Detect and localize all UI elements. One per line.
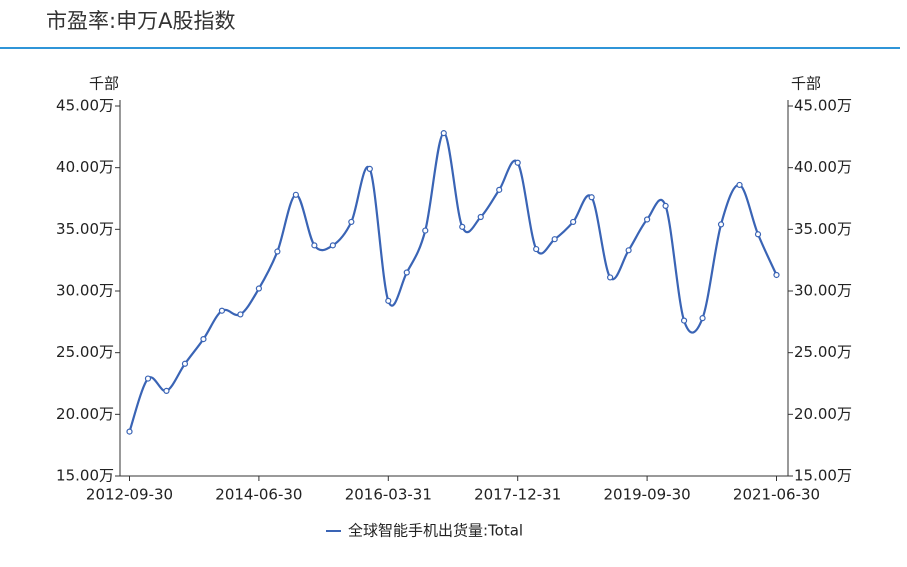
y2-tick-label: 40.00万 (794, 158, 852, 176)
data-point (292, 191, 299, 198)
data-point (348, 218, 355, 226)
legend-label: 全球智能手机出货量:Total (348, 522, 523, 540)
y2-tick-label: 45.00万 (794, 97, 852, 115)
data-point (181, 360, 189, 367)
x-tick-label: 2021-06-30 (733, 486, 820, 504)
data-point (200, 336, 207, 343)
y2-tick-label: 15.00万 (794, 467, 852, 485)
data-point (126, 428, 133, 435)
data-point (773, 271, 780, 279)
data-point (477, 213, 484, 221)
y2-tick-label: 25.00万 (794, 343, 852, 361)
y-tick-label: 45.00万 (56, 97, 114, 115)
data-point (625, 247, 632, 254)
data-point (422, 227, 429, 234)
data-point (607, 274, 614, 281)
data-point (385, 297, 392, 304)
data-point (163, 387, 170, 394)
x-tick-label: 2019-09-30 (604, 486, 691, 504)
data-point (366, 165, 373, 172)
data-point (717, 221, 725, 228)
data-point (662, 202, 669, 209)
data-point (144, 375, 152, 382)
y-axis-label: 千部 (89, 75, 119, 93)
data-point (459, 223, 466, 230)
data-point (643, 216, 651, 223)
data-point (311, 242, 318, 249)
x-tick-label: 2014-06-30 (215, 486, 302, 504)
x-tick-label: 2012-09-30 (86, 486, 173, 504)
x-tick-label: 2016-03-31 (345, 486, 432, 504)
x-tick-label: 2017-12-31 (474, 486, 561, 504)
y-tick-label: 30.00万 (56, 282, 114, 300)
data-point (514, 159, 521, 166)
y2-tick-label: 20.00万 (794, 405, 852, 423)
data-point (533, 245, 540, 253)
y-tick-label: 25.00万 (56, 343, 114, 361)
y-tick-label: 15.00万 (56, 467, 114, 485)
y2-tick-label: 35.00万 (794, 220, 852, 238)
y-tick-label: 40.00万 (56, 158, 114, 176)
data-point (551, 236, 558, 243)
data-point (218, 307, 226, 314)
data-point (274, 248, 281, 255)
y2-axis-label: 千部 (791, 75, 821, 93)
data-point (496, 186, 503, 193)
y-tick-label: 35.00万 (56, 220, 114, 238)
data-point (237, 311, 244, 318)
data-point (588, 194, 595, 201)
chart-title: 市盈率:申万A股指数 (46, 9, 235, 33)
data-point (440, 130, 447, 137)
data-point (403, 269, 410, 276)
series-line (128, 132, 778, 432)
y2-tick-label: 30.00万 (794, 282, 852, 300)
data-point (736, 181, 743, 189)
data-point (699, 315, 706, 322)
y-tick-label: 20.00万 (56, 405, 114, 423)
data-point (255, 285, 262, 292)
data-point (754, 231, 762, 238)
data-point (680, 317, 688, 324)
data-point (570, 218, 577, 226)
data-point (329, 242, 336, 249)
